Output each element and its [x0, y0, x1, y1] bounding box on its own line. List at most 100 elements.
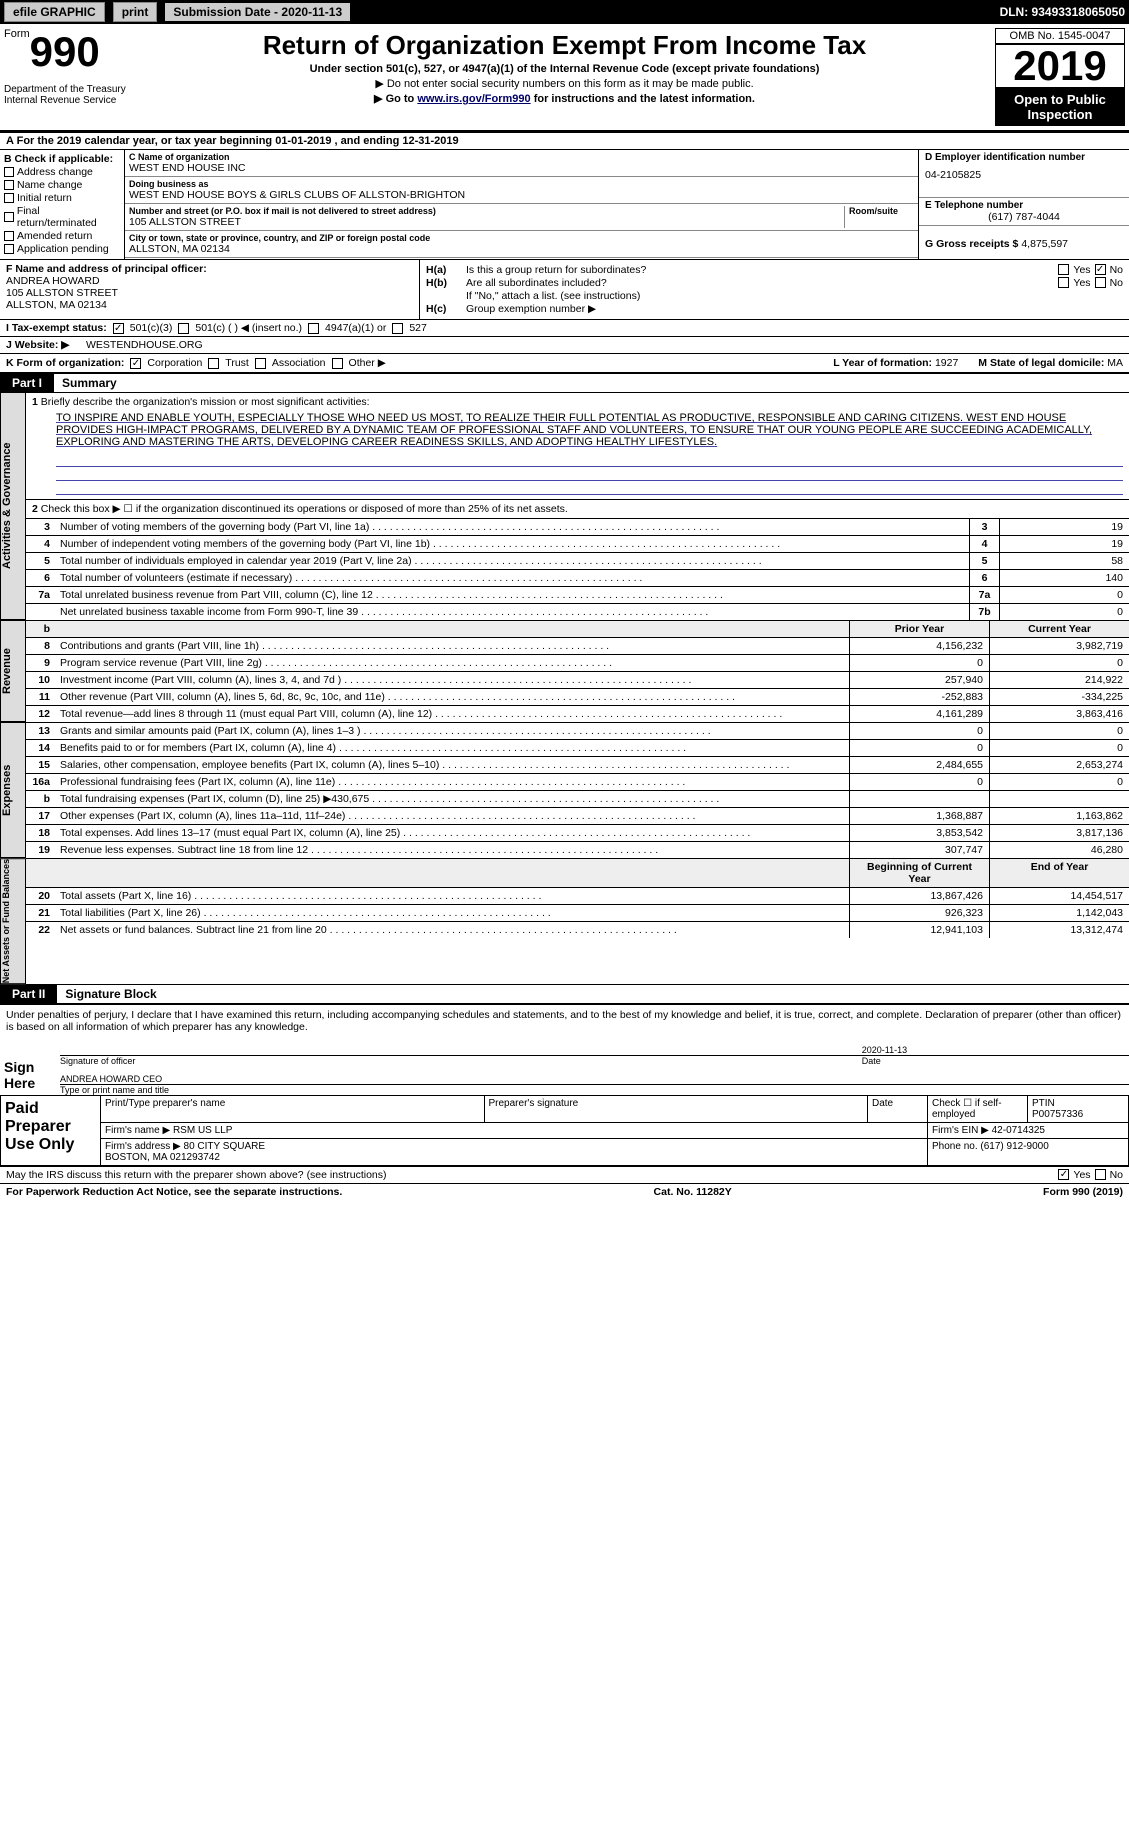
part1-tab: Part I [0, 374, 54, 392]
side-netassets: Net Assets or Fund Balances [0, 858, 26, 984]
footer-right: Form 990 (2019) [1043, 1186, 1123, 1198]
addr-label: Number and street (or P.O. box if mail i… [129, 206, 844, 216]
other-checkbox[interactable] [332, 358, 343, 369]
checkbox-label: Initial return [17, 192, 72, 204]
501c-checkbox[interactable] [178, 323, 189, 334]
prior-value: 0 [849, 723, 989, 739]
sig-officer-label: Signature of officer [60, 1056, 862, 1066]
print-button[interactable]: print [113, 2, 158, 22]
end-year-hdr: End of Year [989, 859, 1129, 887]
prior-value [849, 791, 989, 807]
sig-name-label: Type or print name and title [60, 1085, 1129, 1095]
k-label: K Form of organization: [6, 357, 124, 369]
form-subtitle-1: Under section 501(c), 527, or 4947(a)(1)… [142, 63, 987, 75]
curr-value: 214,922 [989, 672, 1129, 688]
officer-name: ANDREA HOWARD [6, 275, 413, 287]
ha-yes-checkbox[interactable] [1058, 264, 1069, 275]
assoc-checkbox[interactable] [255, 358, 266, 369]
tel-label: E Telephone number [925, 200, 1123, 211]
tax-year: 2019 [995, 44, 1125, 88]
curr-value: 0 [989, 774, 1129, 790]
perjury-text: Under penalties of perjury, I declare th… [0, 1003, 1129, 1037]
line-value: 58 [999, 553, 1129, 569]
line-desc: Professional fundraising fees (Part IX, … [56, 774, 849, 790]
efile-label: efile GRAPHIC [4, 2, 105, 22]
line-value: 140 [999, 570, 1129, 586]
curr-value: 3,863,416 [989, 706, 1129, 722]
line1-text: Briefly describe the organization's miss… [41, 396, 370, 408]
h-b-text: Are all subordinates included? [466, 277, 1058, 289]
curr-value [989, 791, 1129, 807]
checkbox-label: Amended return [17, 230, 92, 242]
officer-addr2: ALLSTON, MA 02134 [6, 299, 413, 311]
curr-value: 2,653,274 [989, 757, 1129, 773]
prior-value: 1,368,887 [849, 808, 989, 824]
prior-value: 3,853,542 [849, 825, 989, 841]
prior-value: 4,156,232 [849, 638, 989, 654]
col-b-hdr: b [26, 621, 56, 637]
line-desc: Revenue less expenses. Subtract line 18 … [56, 842, 849, 858]
irs-link[interactable]: www.irs.gov/Form990 [417, 93, 530, 105]
discuss-no-checkbox[interactable] [1095, 1169, 1106, 1180]
checkbox-application-pending[interactable] [4, 244, 14, 254]
527-checkbox[interactable] [392, 323, 403, 334]
corp-checkbox[interactable]: ✓ [130, 358, 141, 369]
dba-value: WEST END HOUSE BOYS & GIRLS CLUBS OF ALL… [129, 189, 914, 201]
website-label: J Website: ▶ [6, 339, 86, 351]
footer-left: For Paperwork Reduction Act Notice, see … [6, 1186, 342, 1198]
firm-ein-label: Firm's EIN ▶ [932, 1125, 989, 1136]
hb-no-checkbox[interactable] [1095, 277, 1106, 288]
ein-label: D Employer identification number [925, 152, 1123, 163]
firm-name: RSM US LLP [173, 1125, 232, 1136]
side-revenue: Revenue [0, 620, 26, 722]
prior-value: -252,883 [849, 689, 989, 705]
prior-value: 0 [849, 740, 989, 756]
prior-value: 0 [849, 774, 989, 790]
line-desc: Number of voting members of the governin… [56, 519, 969, 535]
gross-label: G Gross receipts $ [925, 238, 1018, 250]
checkbox-name-change[interactable] [4, 180, 14, 190]
form-label: Form [4, 28, 30, 40]
checkbox-final-return/terminated[interactable] [4, 212, 14, 222]
line-value: 0 [999, 587, 1129, 603]
mission-text: TO INSPIRE AND ENABLE YOUTH, ESPECIALLY … [26, 411, 1129, 452]
prep-name-label: Print/Type preparer's name [101, 1096, 485, 1122]
4947-checkbox[interactable] [308, 323, 319, 334]
checkbox-amended-return[interactable] [4, 231, 14, 241]
line-desc: Other revenue (Part VIII, column (A), li… [56, 689, 849, 705]
line2-text: Check this box ▶ ☐ if the organization d… [41, 503, 568, 515]
firm-addr-label: Firm's address ▶ [105, 1141, 181, 1152]
firm-ein: 42-0714325 [992, 1125, 1045, 1136]
501c3-checkbox[interactable]: ✓ [113, 323, 124, 334]
line-desc: Total number of individuals employed in … [56, 553, 969, 569]
line-code: 6 [969, 570, 999, 586]
form-header: Form990 Department of the Treasury Inter… [0, 24, 1129, 132]
checkbox-label: Final return/terminated [17, 205, 120, 229]
curr-value: 14,454,517 [989, 888, 1129, 904]
discuss-yes-checkbox[interactable]: ✓ [1058, 1169, 1069, 1180]
firm-phone-label: Phone no. [932, 1141, 978, 1152]
sign-here-label: Sign Here [0, 1055, 60, 1095]
form-subtitle-3: ▶ Go to www.irs.gov/Form990 for instruct… [142, 92, 987, 105]
form-title: Return of Organization Exempt From Incom… [142, 30, 987, 61]
ein-value: 04-2105825 [925, 163, 1123, 181]
officer-addr1: 105 ALLSTON STREET [6, 287, 413, 299]
ha-no-checkbox[interactable]: ✓ [1095, 264, 1106, 275]
hb-yes-checkbox[interactable] [1058, 277, 1069, 288]
line-desc: Benefits paid to or for members (Part IX… [56, 740, 849, 756]
trust-checkbox[interactable] [208, 358, 219, 369]
prep-sig-label: Preparer's signature [485, 1096, 869, 1122]
checkbox-initial-return[interactable] [4, 193, 14, 203]
checkbox-label: Application pending [17, 243, 109, 255]
prior-value: 0 [849, 655, 989, 671]
line-desc: Number of independent voting members of … [56, 536, 969, 552]
checkbox-address-change[interactable] [4, 167, 14, 177]
line-desc: Program service revenue (Part VIII, line… [56, 655, 849, 671]
curr-value: 0 [989, 655, 1129, 671]
line-value: 0 [999, 604, 1129, 620]
line-desc: Total fundraising expenses (Part IX, col… [56, 791, 849, 807]
curr-value: 0 [989, 740, 1129, 756]
side-activities: Activities & Governance [0, 392, 26, 620]
form-number: 990 [30, 28, 100, 75]
curr-value: 3,982,719 [989, 638, 1129, 654]
